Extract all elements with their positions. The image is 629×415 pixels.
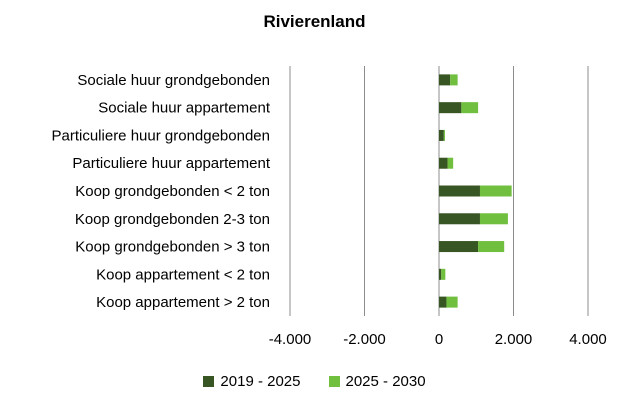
category-label: Koop appartement > 2 ton	[96, 294, 270, 311]
category-label: Koop appartement < 2 ton	[96, 266, 270, 283]
category-label: Sociale huur grondgebonden	[77, 72, 270, 89]
x-tick-labels: -4.000 -2.000 0 2.000 4.000	[269, 331, 607, 348]
bar-segment-series-0	[439, 157, 448, 169]
category-label: Koop grondgebonden > 3 ton	[75, 239, 270, 256]
bar-segment-series-0	[439, 102, 462, 114]
x-tick-label: -4.000	[269, 331, 312, 348]
category-label: Particuliere huur grondgebonden	[52, 127, 271, 144]
bar-segment-series-1	[450, 74, 458, 86]
bar-segment-series-1	[479, 213, 508, 225]
bar-segment-series-0	[439, 268, 442, 280]
bar-segment-series-1	[479, 185, 512, 197]
x-tick-label: 2.000	[495, 331, 533, 348]
legend-label-2025-2030: 2025 - 2030	[345, 373, 426, 390]
legend-label-2019-2025: 2019 - 2025	[220, 373, 301, 390]
bars	[439, 74, 512, 308]
category-label: Koop grondgebonden 2-3 ton	[75, 211, 270, 228]
x-tick-label: 4.000	[569, 331, 607, 348]
category-label: Sociale huur appartement	[98, 100, 271, 117]
bar-segment-series-0	[439, 129, 444, 141]
bar-segment-series-0	[439, 74, 451, 86]
bar-segment-series-1	[441, 268, 446, 280]
bar-segment-series-0	[439, 185, 480, 197]
category-label: Particuliere huur appartement	[72, 155, 270, 172]
bar-segment-series-1	[478, 241, 505, 253]
legend-swatch-2019-2025	[203, 376, 215, 387]
chart-title: Rivierenland	[263, 12, 366, 31]
category-label: Koop grondgebonden < 2 ton	[75, 183, 270, 200]
category-labels: Sociale huur grondgebonden Sociale huur a…	[52, 72, 271, 311]
bar-segment-series-0	[439, 241, 479, 253]
legend-swatch-2025-2030	[328, 376, 340, 387]
bar-segment-series-0	[439, 296, 447, 308]
bar-segment-series-1	[447, 157, 454, 169]
bar-segment-series-1	[461, 102, 479, 114]
legend-item-2025-2030: 2025 - 2030	[328, 373, 426, 390]
legend: 2019 - 2025 2025 - 2030	[0, 373, 629, 390]
bar-segment-series-0	[439, 213, 480, 225]
legend-item-2019-2025: 2019 - 2025	[203, 373, 301, 390]
x-tick-label: 0	[435, 331, 443, 348]
x-tick-label: -2.000	[343, 331, 386, 348]
bar-segment-series-1	[443, 129, 445, 141]
bar-segment-series-1	[446, 296, 458, 308]
